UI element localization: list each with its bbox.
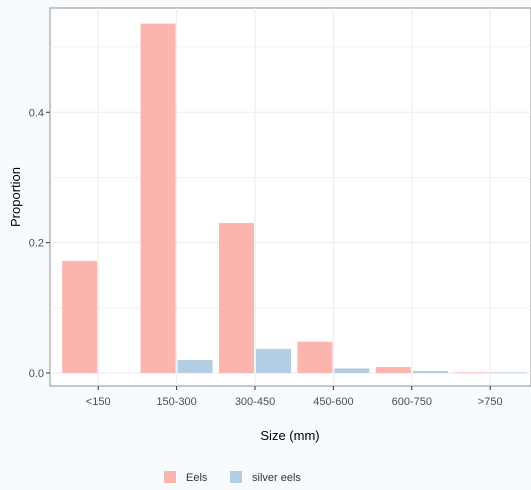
bar-eels-3 [297, 341, 333, 373]
bar-silver-eels-2 [256, 348, 291, 373]
legend-swatch-silver-eels [230, 471, 242, 483]
x-tick-label: 450-600 [313, 396, 353, 408]
x-tick-label: 300-450 [235, 396, 275, 408]
x-tick-label: <150 [86, 396, 111, 408]
legend: Eels silver eels [164, 471, 301, 484]
x-tick-label: >750 [478, 396, 503, 408]
y-axis-title: Proportion [8, 167, 23, 227]
y-tick-label: 0.4 [29, 107, 44, 119]
bars [62, 23, 527, 374]
bar-silver-eels-4 [412, 371, 448, 373]
grid-lines [50, 8, 531, 386]
y-axis: 0.0 0.2 0.4 [29, 107, 50, 380]
legend-label-silver-eels: silver eels [252, 472, 301, 484]
bar-silver-eels-1 [177, 359, 213, 373]
x-tick-label: 150-300 [156, 396, 196, 408]
bar-eels-5 [454, 372, 490, 374]
y-tick-label: 0.0 [29, 368, 44, 380]
bar-silver-eels-3 [334, 368, 370, 373]
bar-eels-0 [62, 260, 98, 373]
x-axis: <150 150-300 300-450 450-600 600-750 >750 [86, 386, 503, 408]
legend-label-eels: Eels [186, 472, 208, 484]
x-tick-label: 600-750 [392, 396, 432, 408]
bar-eels-4 [375, 367, 411, 373]
bar-eels-2 [219, 223, 254, 373]
plot-panel [49, 7, 531, 387]
legend-swatch-eels [164, 471, 176, 483]
bar-eels-1 [140, 23, 176, 373]
y-tick-label: 0.2 [29, 238, 44, 250]
bar-silver-eels-5 [491, 372, 527, 374]
x-axis-title: Size (mm) [260, 428, 319, 443]
